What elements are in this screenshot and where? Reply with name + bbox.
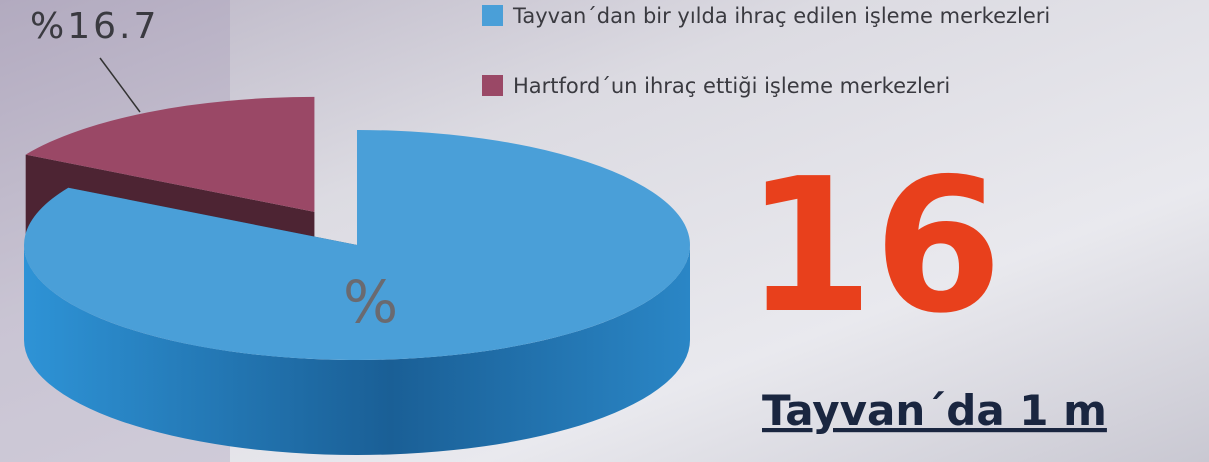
slice-side <box>24 245 690 455</box>
legend-label: Tayvan´dan bir yılda ihraç edilen işleme… <box>512 4 1050 28</box>
slice <box>23 130 690 360</box>
legend-swatch <box>482 5 503 26</box>
legend-label: Hartford´un ihraç ettiği işleme merkezle… <box>513 74 950 98</box>
leader-line <box>99 57 141 113</box>
slice <box>25 96 315 212</box>
slice-label: %16.7 <box>30 6 159 47</box>
big-number: 16 <box>745 138 1002 354</box>
pie-chart <box>23 96 690 455</box>
percent-sign: % <box>343 268 398 336</box>
headline: Tayvan´da 1 m <box>762 386 1107 435</box>
legend-swatch <box>482 75 503 96</box>
